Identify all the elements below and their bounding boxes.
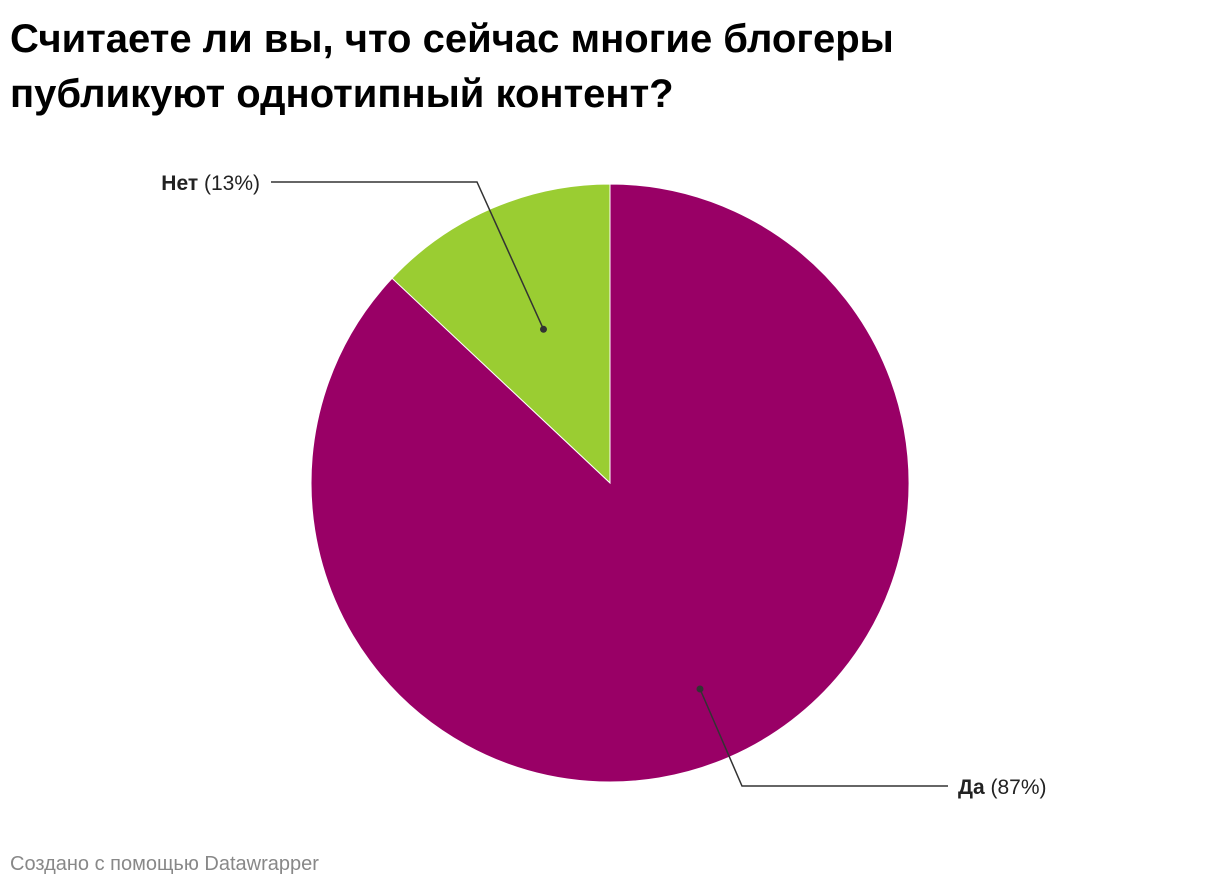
pie-slice-net: [391, 183, 611, 485]
leader-lines: [271, 181, 948, 787]
chart-title: Считаете ли вы, что сейчас многие блогер…: [10, 17, 894, 116]
slice-label-value: (13%): [198, 172, 260, 195]
footer-credit: Создано с помощью Datawrapper: [10, 853, 319, 875]
pie-slice-da: [310, 183, 910, 783]
slice-label-name: Да: [958, 776, 985, 799]
slice-label-net: Нет (13%): [161, 172, 260, 195]
leader-line-da: [699, 688, 948, 787]
slice-label-value: (87%): [985, 776, 1047, 799]
pie-slices: [310, 183, 910, 783]
slice-labels: Нет (13%) Да (87%): [161, 172, 1046, 799]
slice-label-name: Нет: [161, 172, 198, 195]
slice-label-da: Да (87%): [958, 776, 1047, 799]
leader-line-net: [271, 181, 545, 330]
